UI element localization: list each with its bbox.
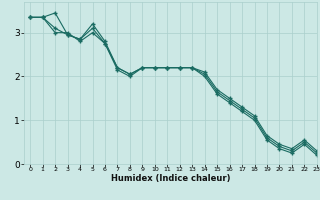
X-axis label: Humidex (Indice chaleur): Humidex (Indice chaleur): [111, 174, 230, 183]
